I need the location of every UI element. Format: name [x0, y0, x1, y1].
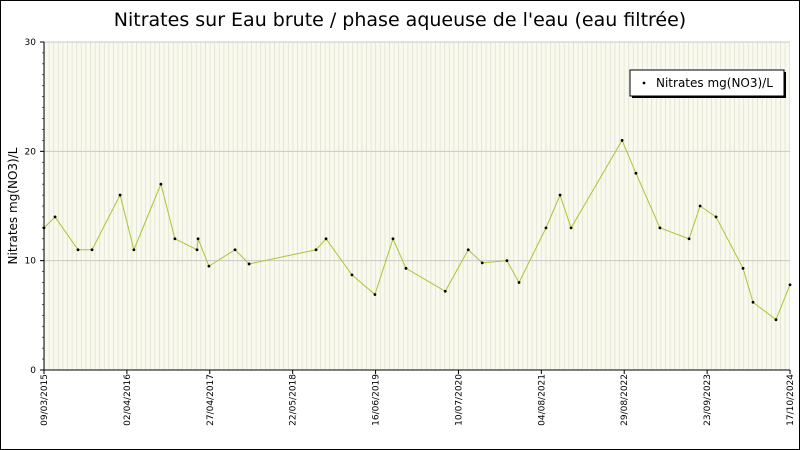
point	[247, 262, 251, 266]
point	[195, 248, 199, 252]
point	[42, 226, 46, 230]
point	[658, 226, 662, 230]
legend-marker	[642, 81, 646, 85]
y-tick-label: 30	[25, 38, 37, 48]
point	[118, 193, 122, 197]
x-tick-label: 29/08/2022	[620, 374, 630, 426]
point	[620, 139, 624, 142]
point	[350, 273, 354, 277]
point	[774, 318, 778, 322]
y-tick-label: 20	[25, 147, 37, 157]
point	[196, 237, 200, 241]
point	[53, 215, 57, 219]
x-tick-label: 17/10/2024	[786, 374, 796, 426]
point	[558, 193, 562, 197]
point	[443, 289, 447, 293]
point	[569, 226, 573, 230]
point	[480, 261, 484, 265]
point	[132, 248, 136, 252]
x-tick-label: 16/06/2019	[372, 374, 382, 426]
x-tick-label: 27/04/2017	[206, 374, 216, 426]
point	[741, 266, 745, 270]
point	[687, 237, 691, 241]
point	[314, 248, 318, 252]
x-tick-label: 22/05/2018	[289, 374, 299, 426]
chart-title: Nitrates sur Eau brute / phase aqueuse d…	[114, 9, 686, 31]
point	[505, 259, 509, 263]
point	[391, 237, 395, 241]
point	[404, 266, 408, 270]
point	[76, 248, 80, 252]
point	[517, 281, 521, 284]
y-axis-label: Nitrates mg(NO3)/L	[6, 147, 20, 264]
legend-box	[629, 69, 785, 97]
point	[159, 182, 163, 186]
point	[233, 248, 237, 252]
point	[207, 264, 211, 268]
y-tick-label: 0	[30, 366, 36, 376]
x-tick-label: 10/07/2020	[454, 374, 464, 426]
x-tick-label: 02/04/2016	[123, 374, 133, 426]
point	[324, 237, 328, 241]
point	[751, 300, 755, 304]
x-tick-label: 09/03/2015	[40, 374, 50, 426]
point	[373, 293, 377, 296]
legend-label: Nitrates mg(NO3)/L	[656, 76, 773, 90]
point	[544, 226, 548, 230]
point	[714, 215, 718, 219]
point	[698, 204, 702, 208]
point	[634, 171, 638, 175]
x-tick-label: 04/08/2021	[537, 374, 547, 426]
x-tick-label: 23/09/2023	[703, 374, 713, 426]
point	[173, 237, 177, 241]
point	[90, 248, 94, 252]
point	[788, 283, 792, 287]
point	[466, 248, 470, 252]
y-tick-label: 10	[25, 257, 37, 267]
